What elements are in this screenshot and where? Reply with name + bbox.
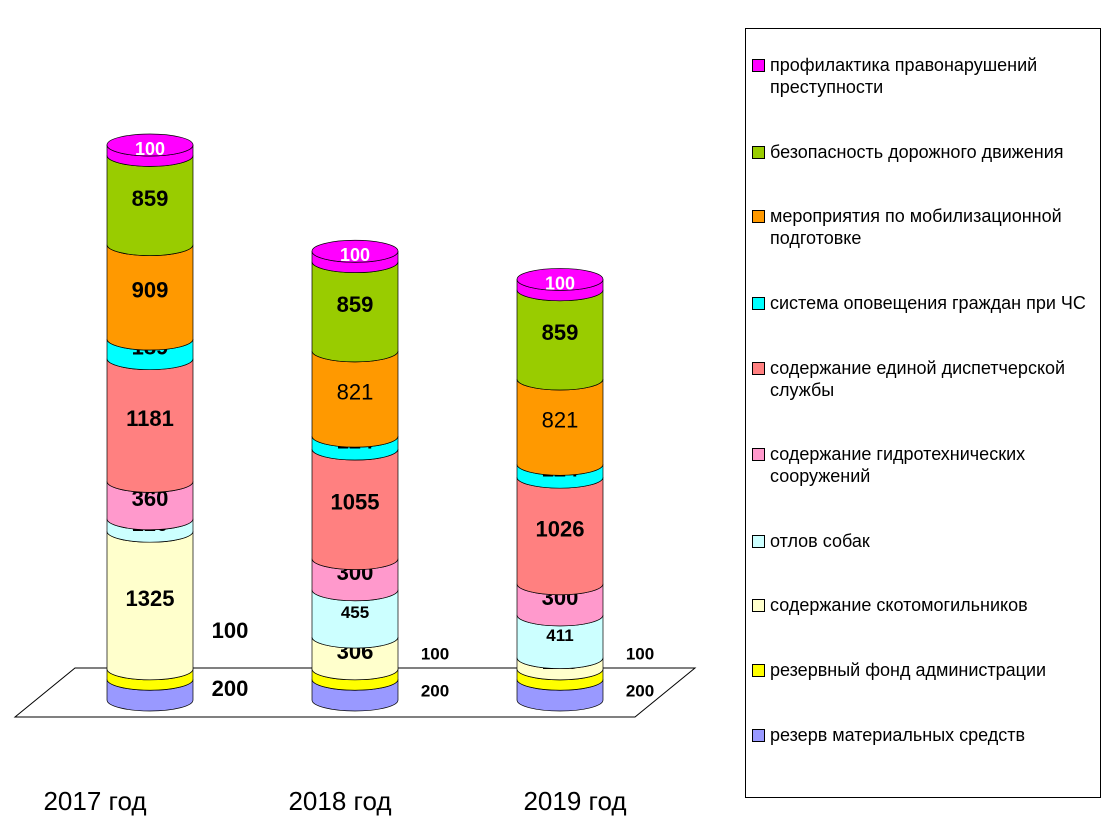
legend-swatch	[752, 599, 765, 613]
x-tick-label: 2018 год	[288, 786, 391, 816]
data-label: 100	[340, 245, 370, 265]
data-label: 1026	[536, 516, 585, 541]
cylinder-top	[516, 268, 604, 291]
legend-label: система оповещения граждан при ЧС	[770, 293, 1086, 314]
plot: 200100132512036011811899098591002017 год…	[13, 133, 697, 816]
data-label: 200	[212, 676, 249, 701]
data-label: 1181	[126, 406, 174, 431]
cylinder-top	[311, 239, 399, 263]
data-label: 909	[132, 278, 169, 303]
legend-label: содержание скотомогильников	[770, 595, 1028, 616]
x-tick-label: 2017 год	[43, 786, 146, 816]
legend-swatch	[752, 664, 765, 678]
legend-item: мероприятия по мобилизационной подготовк…	[752, 205, 1096, 249]
data-label: 1055	[331, 490, 380, 515]
legend-item: содержание единой диспетчерской службы	[752, 357, 1096, 401]
legend-item: резерв материальных средств	[752, 724, 1096, 746]
data-label: 100	[135, 139, 165, 159]
legend-item: содержание скотомогильников	[752, 594, 1096, 616]
legend-item: отлов собак	[752, 530, 1096, 552]
data-label: 859	[337, 292, 374, 317]
data-label: 455	[341, 603, 369, 622]
legend-label: отлов собак	[770, 530, 870, 551]
legend-swatch	[752, 728, 765, 742]
legend-item: безопасность дорожного движения	[752, 141, 1096, 163]
data-label: 859	[132, 186, 169, 211]
data-label: 200	[421, 681, 449, 700]
legend-swatch	[752, 297, 765, 311]
legend-item: содержание гидротехнических сооружений	[752, 443, 1096, 487]
data-label: 411	[546, 626, 573, 645]
data-label: 859	[542, 320, 579, 345]
legend-item: система оповещения граждан при ЧС	[752, 292, 1096, 314]
legend-label: безопасность дорожного движения	[770, 141, 1064, 162]
data-label: 200	[626, 681, 654, 700]
data-label: 821	[542, 407, 579, 432]
legend-swatch	[752, 59, 765, 73]
legend-label: мероприятия по мобилизационной подготовк…	[770, 206, 1062, 249]
legend: профилактика правонарушений преступности…	[745, 28, 1101, 798]
data-label: 821	[337, 379, 374, 404]
legend-label: содержание гидротехнических сооружений	[770, 444, 1026, 487]
legend-swatch	[752, 361, 765, 375]
legend-swatch	[752, 145, 765, 159]
legend-label: профилактика правонарушений преступности	[770, 55, 1038, 98]
legend-label: резервный фонд администрации	[770, 660, 1047, 681]
data-label: 100	[421, 645, 449, 664]
legend-swatch	[752, 210, 765, 224]
data-label: 100	[626, 645, 654, 664]
legend-item: резервный фонд администрации	[752, 659, 1096, 681]
legend-item: профилактика правонарушений преступности	[752, 54, 1096, 98]
data-label: 100	[545, 273, 575, 293]
data-label: 100	[212, 618, 249, 643]
legend-swatch	[752, 534, 765, 548]
legend-swatch	[752, 448, 765, 462]
x-tick-label: 2019 год	[523, 786, 626, 816]
legend-label: содержание единой диспетчерской службы	[770, 357, 1066, 400]
legend-label: резерв материальных средств	[770, 724, 1026, 745]
data-label: 1325	[126, 586, 175, 611]
cylinder-top	[106, 133, 194, 157]
